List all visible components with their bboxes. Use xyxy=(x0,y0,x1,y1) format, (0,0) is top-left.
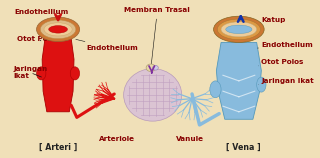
Text: Endothellum: Endothellum xyxy=(258,42,313,48)
Ellipse shape xyxy=(213,16,264,43)
Text: Vanule: Vanule xyxy=(176,136,204,142)
Polygon shape xyxy=(42,39,74,112)
Ellipse shape xyxy=(124,69,182,121)
Ellipse shape xyxy=(146,64,156,72)
Polygon shape xyxy=(216,43,261,119)
Text: Membran Trasal: Membran Trasal xyxy=(124,7,190,66)
Text: [ Arteri ]: [ Arteri ] xyxy=(39,143,77,152)
Ellipse shape xyxy=(153,65,158,70)
Text: Endothellium: Endothellium xyxy=(14,9,68,25)
Ellipse shape xyxy=(217,19,260,40)
Text: Jaringan
Ikat: Jaringan Ikat xyxy=(13,66,47,79)
Text: Katup: Katup xyxy=(261,17,286,23)
Ellipse shape xyxy=(257,77,266,92)
Ellipse shape xyxy=(221,22,257,37)
Ellipse shape xyxy=(36,67,46,80)
Text: Jaringan Ikat: Jaringan Ikat xyxy=(259,78,314,85)
Ellipse shape xyxy=(36,17,80,42)
Ellipse shape xyxy=(226,25,252,33)
Ellipse shape xyxy=(49,26,68,33)
Ellipse shape xyxy=(70,67,80,80)
Ellipse shape xyxy=(44,23,72,36)
Text: [ Vena ]: [ Vena ] xyxy=(226,143,261,152)
Text: Arteriole: Arteriole xyxy=(99,136,135,142)
Text: Otot Polos: Otot Polos xyxy=(17,36,59,42)
Text: Endothellum: Endothellum xyxy=(76,39,138,51)
Ellipse shape xyxy=(40,20,76,39)
Ellipse shape xyxy=(210,81,221,98)
Text: Otot Polos: Otot Polos xyxy=(259,59,304,66)
